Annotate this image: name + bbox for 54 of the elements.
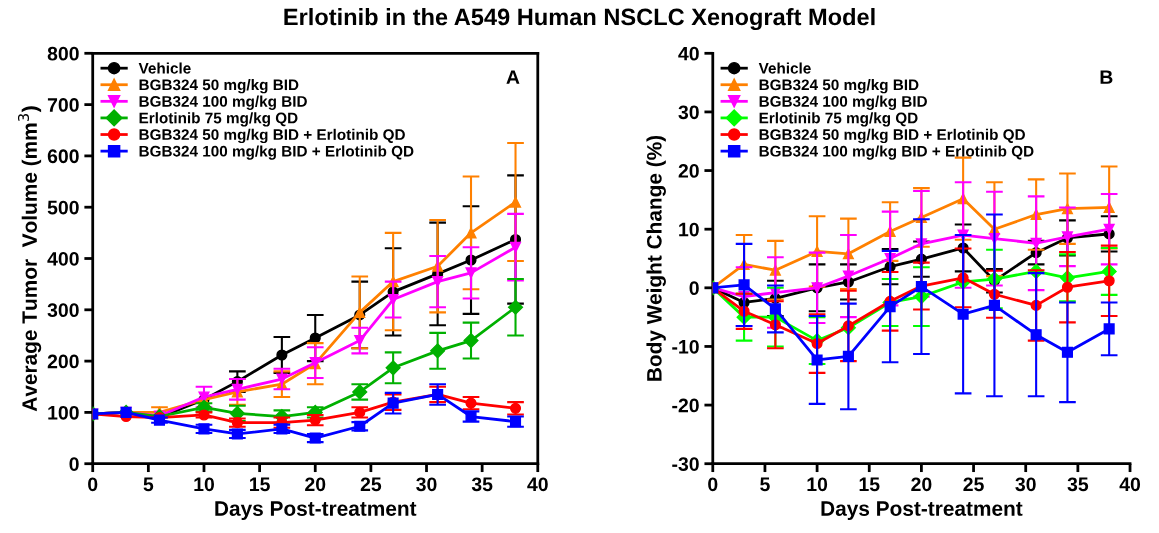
x-tick-label: 35 xyxy=(1067,477,1089,492)
x-tick-label: 40 xyxy=(527,477,548,492)
y-tick-label: 0 xyxy=(689,281,699,296)
y-tick-label: 20 xyxy=(678,164,699,178)
y-axis-title: Body Weight Change (%) xyxy=(646,135,666,381)
x-tick-label: 15 xyxy=(859,477,880,492)
chart-title: Erlotinib in the A549 Human NSCLC Xenograft Model xyxy=(284,7,875,31)
x-tick-label: 20 xyxy=(305,477,326,492)
y-tick-label: 10 xyxy=(679,222,699,237)
y-tick-label: 100 xyxy=(48,405,79,420)
legend-label: Erlotinib 75 mg/kg QD xyxy=(139,112,298,127)
y-tick-label: 200 xyxy=(47,354,79,369)
legend-label: BGB324 50 mg/kg BID xyxy=(139,79,299,94)
y-tick-label: 400 xyxy=(47,251,79,266)
y-tick-label: -20 xyxy=(672,398,699,413)
x-tick-label: 15 xyxy=(250,477,270,492)
x-tick-label: 25 xyxy=(360,477,382,492)
y-tick-label: 800 xyxy=(47,46,79,61)
x-tick-label: 40 xyxy=(1119,477,1141,492)
x-tick-label: 20 xyxy=(911,477,932,492)
legend-label: BGB324 100 mg/kg BID + Erlotinib QD xyxy=(759,145,1034,160)
legend-label: Vehicle xyxy=(758,62,811,74)
x-tick-label: 5 xyxy=(760,477,770,492)
annotation: B xyxy=(1100,70,1113,84)
legend-label: Vehicle xyxy=(138,62,191,74)
legend-label: BGB324 100 mg/kg BID xyxy=(139,95,307,110)
y-tick-label: 40 xyxy=(678,46,699,61)
x-tick-label: 30 xyxy=(416,477,437,492)
x-tick-label: 10 xyxy=(194,477,214,492)
legend-label: BGB324 100 mg/kg BID + Erlotinib QD xyxy=(139,145,414,160)
x-tick-label: 0 xyxy=(708,477,718,492)
y-tick-label: -10 xyxy=(672,339,699,354)
legend-label: Erlotinib 75 mg/kg QD xyxy=(759,112,918,127)
y-axis-title: Average Tumor Volume (mm$^{3}$) xyxy=(17,106,42,412)
x-tick-label: 35 xyxy=(471,477,493,492)
y-tick-label: 600 xyxy=(47,149,79,164)
x-tick-label: 5 xyxy=(143,477,154,492)
y-tick-label: 700 xyxy=(47,98,79,112)
x-tick-label: 30 xyxy=(1015,477,1036,492)
x-axis-title: Days Post-treatment xyxy=(215,501,417,521)
x-tick-label: 0 xyxy=(88,477,98,492)
x-axis-title: Days Post-treatment xyxy=(821,501,1023,521)
legend-label: BGB324 50 mg/kg BID xyxy=(759,79,919,94)
legend-label: BGB324 50 mg/kg BID + Erlotinib QD xyxy=(759,128,1025,144)
y-tick-label: 30 xyxy=(678,105,699,120)
legend-label: BGB324 100 mg/kg BID xyxy=(759,95,927,110)
x-tick-label: 10 xyxy=(807,477,828,492)
y-tick-label: -30 xyxy=(672,457,699,471)
y-tick-label: 0 xyxy=(69,457,79,471)
y-tick-label: 300 xyxy=(47,303,79,318)
x-tick-label: 25 xyxy=(963,477,984,492)
legend-label: BGB324 50 mg/kg BID + Erlotinib QD xyxy=(139,128,405,144)
annotation: A xyxy=(506,70,520,84)
y-tick-label: 500 xyxy=(47,200,79,215)
